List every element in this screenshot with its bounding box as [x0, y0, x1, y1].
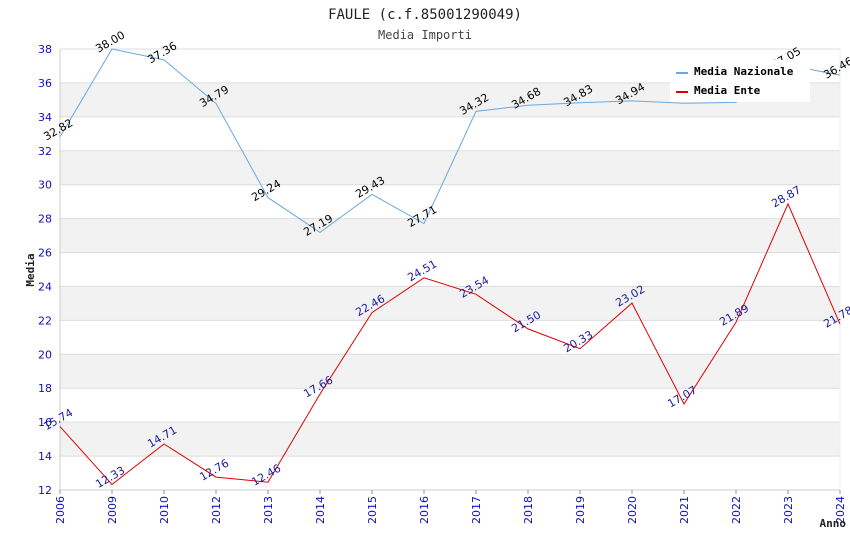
- x-tick-label: 2023: [782, 496, 795, 524]
- x-tick-label: 2016: [418, 496, 431, 524]
- y-tick-label: 26: [38, 247, 52, 260]
- x-tick-label: 2017: [470, 496, 483, 524]
- x-tick-label: 2013: [262, 496, 275, 524]
- grid-band: [60, 218, 840, 253]
- y-tick-label: 16: [38, 416, 52, 429]
- y-tick-label: 32: [38, 145, 52, 158]
- x-tick-label: 2020: [626, 496, 639, 524]
- y-axis-label: Media: [24, 253, 37, 286]
- y-tick-label: 14: [38, 450, 52, 463]
- axes: [59, 49, 841, 494]
- y-tick-label: 22: [38, 314, 52, 327]
- y-tick-label: 28: [38, 213, 52, 226]
- x-tick-label: 2021: [678, 496, 691, 524]
- legend-background: [670, 60, 810, 102]
- series-line-media-nazionale: [59, 48, 841, 234]
- y-tick-labels: 12 14 16 18 20 22 24 26 28 30 32 34 36 38: [38, 43, 52, 497]
- series-lines: [59, 48, 841, 486]
- gridlines: [60, 48, 840, 491]
- grid-bands: [60, 49, 840, 490]
- legend-label-media-ente: Media Ente: [694, 84, 761, 97]
- x-tick-labels: 2006 2009 2010 2012 2013 2014 2015 2016 2017 2018…: [54, 496, 847, 524]
- x-tick-label: 2015: [366, 496, 379, 524]
- x-tick-label: 2018: [522, 496, 535, 524]
- y-tick-label: 20: [38, 348, 52, 361]
- x-tick-label: 2006: [54, 496, 67, 524]
- x-tick-label: 2009: [106, 496, 119, 524]
- grid-band: [60, 456, 840, 490]
- legend: Media Nazionale Media Ente: [670, 60, 810, 102]
- x-tick-label: 2024: [834, 496, 847, 524]
- x-tick-label: 2019: [574, 496, 587, 524]
- grid-band: [60, 252, 840, 287]
- grid-band: [60, 354, 840, 389]
- chart-title: FAULE (c.f.85001290049): [328, 7, 522, 23]
- y-tick-label: 18: [38, 382, 52, 395]
- y-tick-label: 24: [38, 280, 52, 293]
- chart-subtitle: Media Importi: [378, 28, 472, 42]
- x-tick-label: 2014: [314, 496, 327, 524]
- y-tick-label: 36: [38, 77, 52, 90]
- y-tick-label: 38: [38, 43, 52, 56]
- grid-band: [60, 320, 840, 355]
- y-tick-label: 30: [38, 179, 52, 192]
- x-axis-label: Anno: [820, 517, 847, 530]
- x-tick-label: 2010: [158, 496, 171, 524]
- grid-band: [60, 422, 840, 457]
- y-tick-label: 34: [38, 111, 52, 124]
- grid-band: [60, 116, 840, 151]
- legend-label-media-nazionale: Media Nazionale: [694, 65, 794, 78]
- grid-band: [60, 388, 840, 423]
- series-line-media-ente: [59, 202, 841, 486]
- x-tick-label: 2022: [730, 496, 743, 524]
- y-tick-label: 12: [38, 484, 52, 497]
- grid-band: [60, 184, 840, 219]
- x-tick-label: 2012: [210, 496, 223, 524]
- grid-band: [60, 286, 840, 321]
